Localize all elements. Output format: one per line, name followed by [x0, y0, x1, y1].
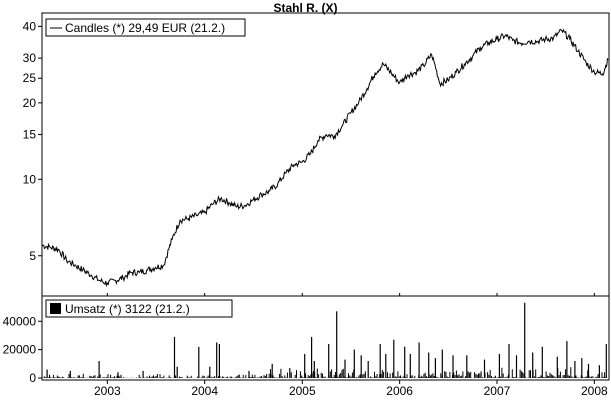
x-tick-label: 2006 [386, 384, 413, 398]
x-tick-label: 2008 [581, 384, 608, 398]
volume-y-tick-label: 20000 [3, 343, 37, 357]
price-y-tick-label: 15 [23, 128, 37, 142]
x-tick-label: 2005 [289, 384, 316, 398]
x-tick-label: 2004 [191, 384, 218, 398]
volume-legend-text: Umsatz (*) 3122 (21.2.) [65, 302, 190, 316]
price-y-tick-label: 20 [23, 96, 37, 110]
price-y-tick-label: 40 [23, 19, 37, 33]
price-y-tick-label: 25 [23, 71, 37, 85]
price-y-tick-label: 10 [23, 172, 37, 186]
price-y-tick-label: 5 [29, 249, 36, 263]
chart-title: Stahl R. (X) [273, 1, 338, 15]
volume-legend-box [45, 299, 233, 318]
x-tick-label: 2003 [94, 384, 121, 398]
price-legend-text: Candles (*) 29,49 EUR (21.2.) [65, 21, 225, 35]
price-legend-box [45, 18, 246, 37]
volume-panel-frame [41, 295, 610, 381]
price-series-line [41, 28, 609, 288]
x-tick-label: 2007 [484, 384, 511, 398]
price-y-tick-label: 30 [23, 51, 37, 65]
price-panel-frame [41, 12, 610, 297]
volume-legend-swatch [50, 303, 61, 314]
volume-y-tick-label: 40000 [3, 314, 37, 328]
volume-y-tick-label: 0 [29, 371, 36, 385]
